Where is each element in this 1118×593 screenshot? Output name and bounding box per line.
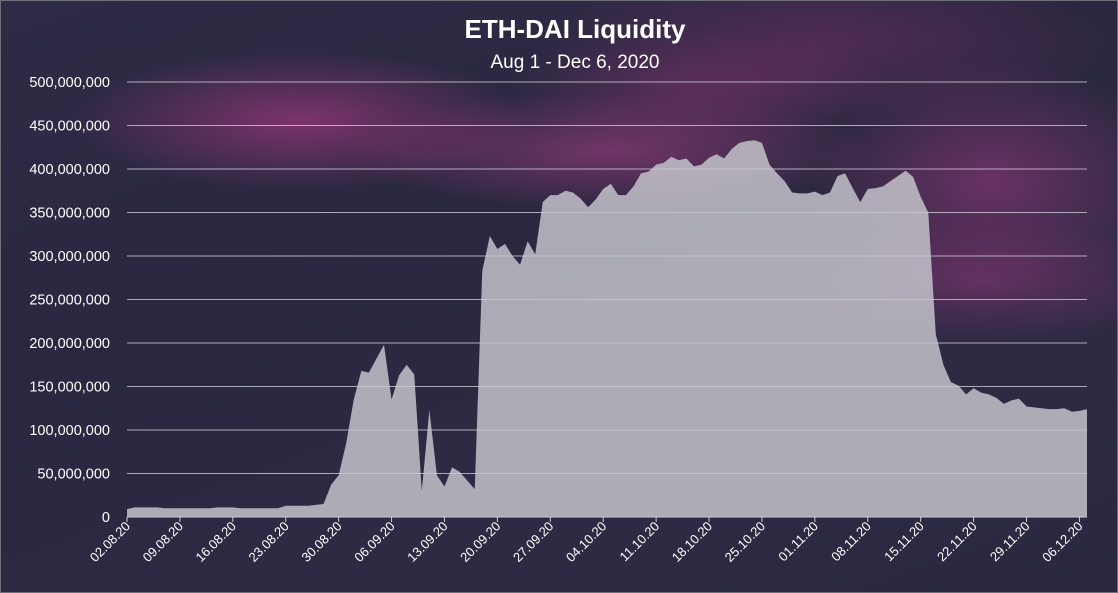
- y-tick-label: 100,000,000: [29, 423, 110, 439]
- x-tick-label: 29.11.20: [987, 519, 1033, 565]
- x-tick-label: 04.10.20: [563, 519, 609, 565]
- x-tick-label: 06.12.20: [1039, 519, 1085, 565]
- x-tick-label: 18.10.20: [669, 519, 715, 565]
- y-tick-label: 400,000,000: [29, 162, 110, 178]
- x-tick-label: 20.09.20: [457, 519, 503, 565]
- x-tick-label: 01.11.20: [775, 519, 821, 565]
- y-tick-label: 50,000,000: [37, 467, 110, 483]
- y-axis: 0 50,000,000 100,000,000 150,000,000 200,000…: [29, 75, 110, 526]
- x-tick-label: 11.10.20: [617, 519, 663, 565]
- y-tick-label: 150,000,000: [29, 380, 110, 396]
- y-tick-label: 0: [102, 510, 110, 526]
- x-tick-label: 22.11.20: [934, 519, 980, 565]
- chart-title: ETH-DAI Liquidity: [465, 14, 687, 44]
- x-tick-label: 08.11.20: [828, 519, 874, 565]
- x-tick-label: 30.08.20: [298, 519, 344, 565]
- y-tick-label: 350,000,000: [29, 206, 110, 222]
- y-tick-label: 450,000,000: [29, 119, 110, 135]
- x-tick-label: 27.09.20: [510, 519, 556, 565]
- x-tick-label: 25.10.20: [722, 519, 768, 565]
- x-tick-label: 09.08.20: [140, 519, 186, 565]
- chart-subtitle: Aug 1 - Dec 6, 2020: [491, 52, 660, 73]
- y-tick-label: 250,000,000: [29, 293, 110, 309]
- x-tick-label: 15.11.20: [881, 519, 927, 565]
- x-tick-label: 23.08.20: [245, 519, 291, 565]
- x-tick-label: 06.09.20: [351, 519, 397, 565]
- y-tick-label: 500,000,000: [29, 75, 110, 91]
- x-axis: 02.08.20 09.08.20 16.08.20 23.08.20 30.08.20…: [87, 517, 1086, 565]
- y-tick-label: 200,000,000: [29, 336, 110, 352]
- y-tick-label: 300,000,000: [29, 249, 110, 265]
- liquidity-area: [127, 140, 1087, 518]
- x-tick-label: 16.08.20: [193, 519, 239, 565]
- area-layer: [127, 140, 1087, 518]
- x-tick-label: 13.09.20: [404, 519, 450, 565]
